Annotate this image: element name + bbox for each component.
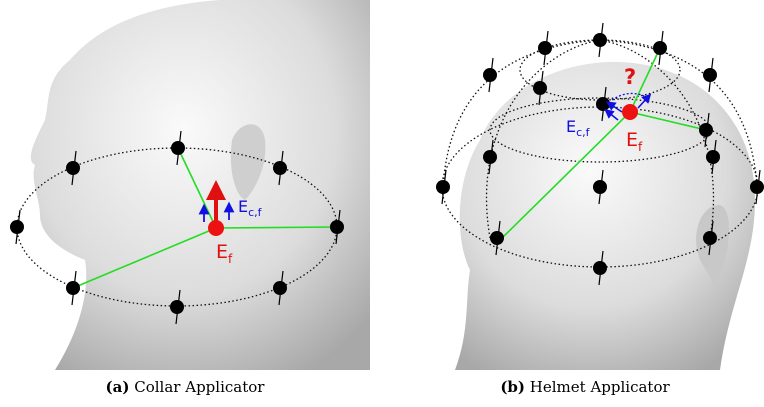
caption-text: Collar Applicator — [134, 378, 265, 396]
target-point — [622, 104, 638, 120]
symbol: E — [626, 129, 638, 151]
caption-text: Helmet Applicator — [530, 378, 671, 396]
subscript: f — [228, 252, 233, 266]
symbol: E — [238, 197, 248, 216]
ear-b — [696, 205, 730, 285]
electrode — [170, 300, 184, 314]
caption: (b) Helmet Applicator — [500, 378, 670, 396]
symbol: E — [566, 117, 576, 136]
electrode — [483, 68, 497, 82]
electrode — [436, 180, 450, 194]
component-label: Ec,f — [566, 117, 591, 139]
electrode — [10, 220, 24, 234]
field-label: Ef — [216, 241, 233, 266]
helmet-arc — [442, 39, 758, 188]
electrode — [596, 97, 610, 111]
electrode — [66, 281, 80, 295]
component-label: Ec,f — [238, 197, 263, 219]
subscript: f — [638, 140, 643, 154]
electrode — [750, 180, 764, 194]
target-point — [208, 220, 224, 236]
electrode — [593, 180, 607, 194]
electrode — [273, 161, 287, 175]
electrode — [330, 220, 344, 234]
caption-tag: (b) — [500, 378, 525, 396]
question-mark: ? — [624, 65, 636, 89]
electrode — [490, 231, 504, 245]
component-arrow — [606, 101, 623, 113]
electrode — [171, 141, 185, 155]
electrode — [483, 150, 497, 164]
electrode — [703, 231, 717, 245]
symbol: E — [216, 241, 228, 263]
component-arrow — [604, 109, 619, 121]
electrode — [703, 68, 717, 82]
distance-line — [72, 227, 217, 289]
helmet-diagram — [436, 22, 764, 286]
electrode — [66, 161, 80, 175]
distance-line — [177, 147, 217, 229]
distance-line — [629, 47, 661, 113]
electrode — [699, 123, 713, 137]
electrode — [593, 33, 607, 47]
collar-diagram — [10, 130, 344, 325]
electrode — [706, 150, 720, 164]
electrode — [273, 281, 287, 295]
distance-line — [215, 226, 338, 229]
distance-line — [499, 111, 631, 241]
component-arrow — [637, 93, 652, 109]
ear-a — [230, 124, 266, 200]
head-b — [455, 61, 755, 370]
caption-tag: (a) — [106, 378, 130, 396]
distance-line — [629, 111, 707, 131]
field-label: Ef — [626, 129, 643, 154]
electrode — [538, 41, 552, 55]
electrode — [593, 261, 607, 275]
head-a — [30, 0, 371, 370]
subscript: c,f — [248, 206, 263, 219]
caption: (a) Collar Applicator — [106, 378, 266, 396]
electrode — [533, 81, 547, 95]
electrode — [653, 41, 667, 55]
subscript: c,f — [576, 126, 591, 139]
